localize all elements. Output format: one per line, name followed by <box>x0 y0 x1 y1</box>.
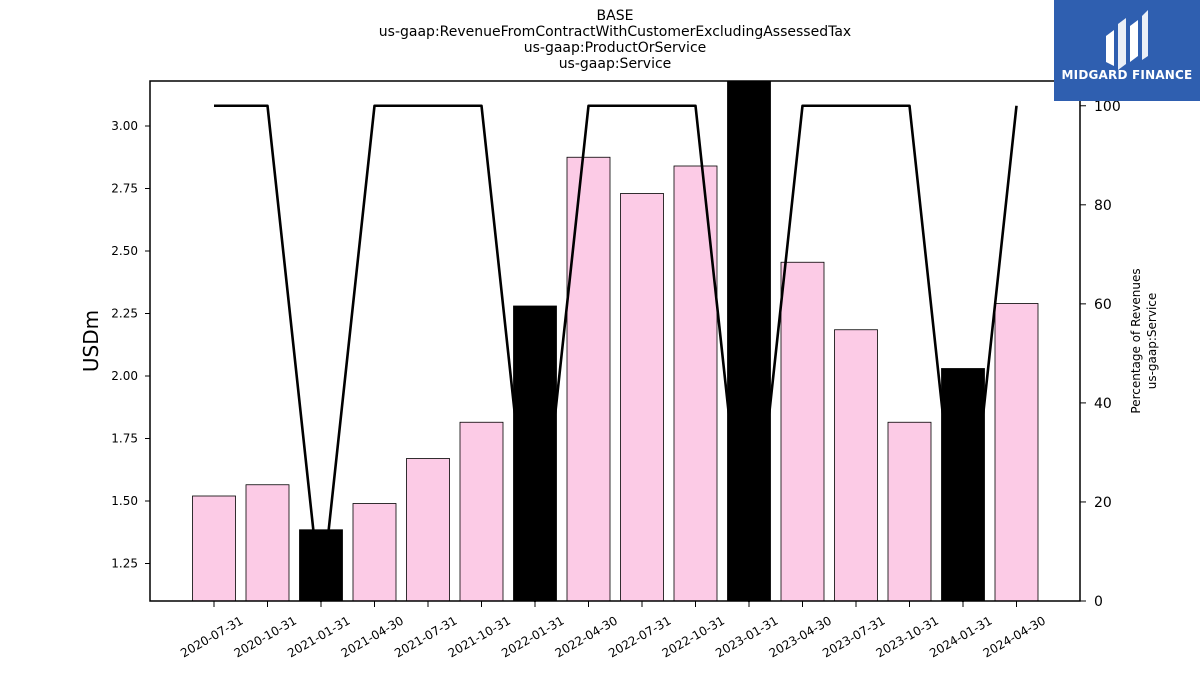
chart-title: BASEus-gaap:RevenueFromContractWithCusto… <box>379 8 851 72</box>
bar <box>727 80 771 602</box>
chart-title-line: us-gaap:ProductOrService <box>524 40 707 56</box>
y-axis-label: USDm <box>79 310 103 372</box>
bar <box>406 458 450 602</box>
bar <box>459 421 504 602</box>
bar <box>941 368 985 602</box>
y-tick-label: 2.00 <box>111 369 138 383</box>
y2-tick-label: 0 <box>1094 594 1103 610</box>
bar <box>352 503 397 602</box>
y2-tick-label: 100 <box>1094 99 1121 115</box>
line-series <box>214 104 1018 603</box>
line-series-group <box>214 104 1018 603</box>
chart-title-line: BASE <box>597 8 634 24</box>
plot-frame <box>149 80 1081 602</box>
left-axis-ticks: 1.25 1.50 1.75 2.00 2.25 2.50 2.75 3.00 <box>111 119 150 571</box>
y-tick-label: 3.00 <box>111 119 138 133</box>
y-tick-label: 1.25 <box>111 557 138 571</box>
y-tick-label: 2.25 <box>111 307 138 321</box>
bar <box>620 193 664 602</box>
right-axis-ticks: 0 20 40 60 80 100 <box>1080 99 1121 610</box>
chart-title-line: us-gaap:RevenueFromContractWithCustomerE… <box>379 24 851 40</box>
y2-axis-label-line: Percentage of Revenues <box>1129 268 1143 413</box>
y2-axis-label-line: us-gaap:Service <box>1145 293 1159 390</box>
bar <box>245 484 290 602</box>
y2-axis-label: Percentage of Revenues us-gaap:Service <box>1129 268 1159 413</box>
bar <box>994 303 1039 602</box>
y2-tick-label: 80 <box>1094 198 1112 214</box>
bar <box>566 156 611 602</box>
bar <box>192 495 236 602</box>
bar <box>887 421 932 602</box>
y-tick-label: 1.50 <box>111 494 138 508</box>
y-tick-label: 2.50 <box>111 244 138 258</box>
bar <box>513 305 557 602</box>
y2-tick-label: 60 <box>1094 297 1112 313</box>
logo: MIDGARD FINANCE <box>1054 0 1200 101</box>
y-tick-label: 1.75 <box>111 432 138 446</box>
x-axis-ticks: 2020-07-312020-10-312021-01-312021-04-30… <box>178 601 1048 660</box>
bar <box>834 329 878 602</box>
logo-mark-icon <box>1106 10 1148 70</box>
bar <box>673 165 718 602</box>
bar <box>780 261 825 602</box>
y-tick-label: 2.75 <box>111 182 138 196</box>
logo-text: MIDGARD FINANCE <box>1061 68 1193 82</box>
bars-group <box>192 80 1039 602</box>
chart-title-line: us-gaap:Service <box>559 56 672 72</box>
y2-tick-label: 40 <box>1094 396 1112 412</box>
y2-tick-label: 20 <box>1094 495 1112 511</box>
